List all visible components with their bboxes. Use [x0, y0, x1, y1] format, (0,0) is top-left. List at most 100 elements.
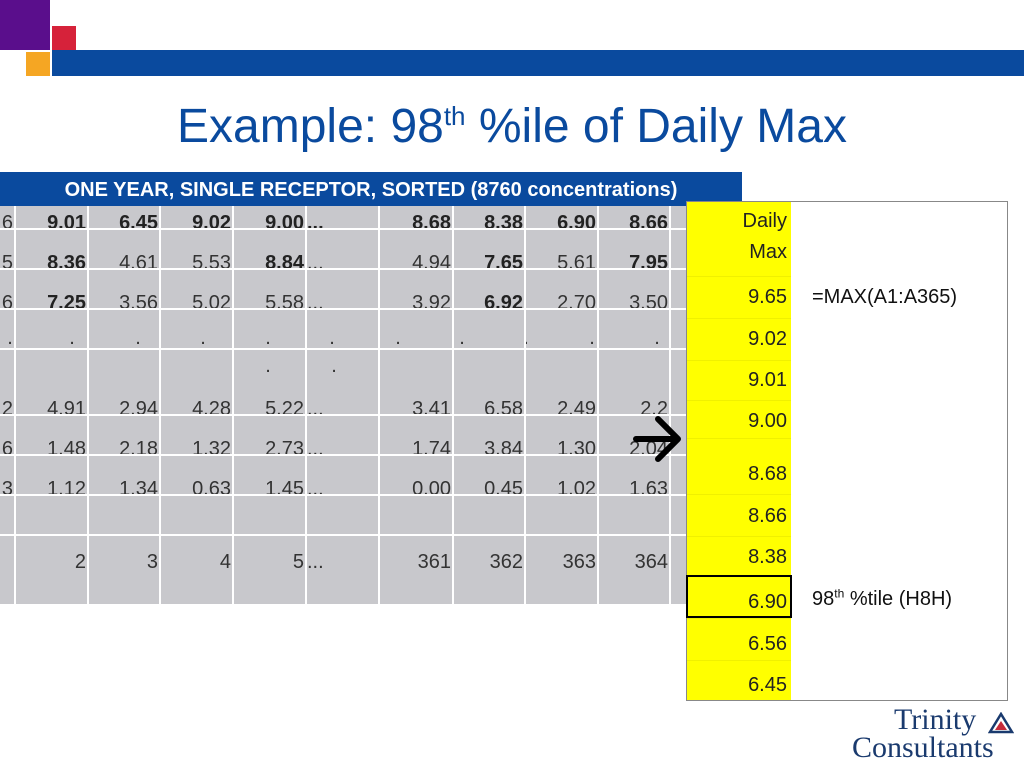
- table-column-divider: [87, 206, 89, 604]
- daily-max-header-line2: Max: [749, 241, 787, 263]
- table-cell: 3.50: [629, 292, 668, 314]
- percentile-prefix: 98: [812, 588, 835, 610]
- daily-max-value: 8.38: [748, 546, 787, 568]
- table-cell: 3.92: [412, 292, 451, 314]
- table-cell: 3.41: [412, 398, 451, 420]
- table-cell: 2.49: [557, 398, 596, 420]
- table-cell: 8.66: [629, 212, 668, 234]
- percentile-suffix: %tile (H8H): [844, 588, 953, 610]
- daily-max-value: 9.02: [748, 328, 787, 350]
- daily-max-value: 9.01: [748, 369, 787, 391]
- table-column-divider: [14, 206, 16, 604]
- table-cell: .: [329, 327, 335, 349]
- header-bar: [52, 50, 1024, 76]
- table-column-divider: [452, 206, 454, 604]
- table-row: .............: [0, 324, 742, 388]
- right-arrow-icon: [633, 416, 681, 462]
- table-row: 5 8.36 4.61 5.53 8.84... 4.94 7.65 5.61 7.95: [0, 244, 742, 282]
- table-cell: 5.22: [265, 398, 304, 420]
- table-cell: .: [200, 327, 206, 349]
- logo-triangle-icon: [988, 712, 1014, 734]
- daily-max-value: 9.00: [748, 410, 787, 432]
- table-column-divider: [597, 206, 599, 604]
- table-row-divider: [0, 494, 742, 496]
- table-row-divider: [0, 308, 742, 310]
- trinity-consultants-logo: Trinity Consultants: [852, 704, 1022, 768]
- daily-max-divider: [687, 536, 791, 537]
- table-cell: 5.53: [192, 252, 231, 274]
- table-cell: 5.58: [265, 292, 304, 314]
- table-row: 2 3 4 5... 361 362 363 364: [0, 510, 742, 578]
- table-cell: 3: [1, 478, 13, 500]
- table-cell: 6.58: [484, 398, 523, 420]
- table-cell: 0.63: [192, 478, 231, 500]
- table-cell: 8.36: [47, 252, 86, 274]
- table-row: 3 1.12 1.34 0.63 1.45... 0.00 0.45 1.02 1.63: [0, 470, 742, 508]
- table-cell: 0.00: [412, 478, 451, 500]
- daily-max-divider: [687, 360, 791, 361]
- formula-note: =MAX(A1:A365): [812, 286, 958, 308]
- percentile-note: 98th %tile (H8H): [812, 586, 953, 611]
- table-cell: 4.91: [47, 398, 86, 420]
- table-row: 2 4.91 2.94 4.28 5.22... 3.41 6.58 2.49 2.2: [0, 390, 742, 428]
- table-cell: 3.56: [119, 292, 158, 314]
- table-cell: 1.63: [629, 478, 668, 500]
- daily-max-value: 9.65: [748, 286, 787, 308]
- table-cell: 2.18: [119, 438, 158, 460]
- daily-max-header-line1: Daily: [742, 210, 787, 232]
- table-cell: 8.84: [265, 252, 304, 274]
- table-row-divider: [0, 228, 742, 230]
- daily-max-value: 6.90: [748, 591, 787, 613]
- table-cell: 362: [489, 551, 523, 573]
- table-cell: .: [265, 327, 271, 349]
- daily-max-divider: [687, 618, 791, 619]
- table-cell: 2: [1, 398, 13, 420]
- table-column-divider: [159, 206, 161, 604]
- table-cell: 6: [1, 212, 13, 234]
- highlight-box: [686, 575, 792, 618]
- table-header: ONE YEAR, SINGLE RECEPTOR, SORTED (8760 …: [0, 172, 742, 206]
- table-cell: ...: [307, 478, 324, 500]
- daily-max-divider: [687, 438, 791, 439]
- table-row-divider: [0, 414, 742, 416]
- concentration-table: ONE YEAR, SINGLE RECEPTOR, SORTED (8760 …: [0, 172, 742, 604]
- table-cell: 4.28: [192, 398, 231, 420]
- percentile-superscript: th: [834, 586, 845, 601]
- table-cell: ...: [307, 551, 324, 573]
- table-cell: .: [135, 327, 141, 349]
- logo-line2: Consultants: [852, 731, 994, 764]
- table-cell: 9.01: [47, 212, 86, 234]
- table-cell: ...: [307, 292, 324, 314]
- table-cell: 5: [1, 252, 13, 274]
- table-cell: ...: [307, 252, 324, 274]
- table-row-divider: [0, 348, 742, 350]
- table-cell: ...: [307, 398, 324, 420]
- table-row: 6 7.25 3.56 5.02 5.58... 3.92 6.92 2.70 3.50: [0, 284, 742, 322]
- table-row-divider: [0, 268, 742, 270]
- slide-title: Example: 98th %ile of Daily Max: [0, 96, 1024, 158]
- table-cell: 7.65: [484, 252, 523, 274]
- daily-max-divider: [687, 276, 791, 277]
- table-row: 6 9.01 6.45 9.02 9.00... 8.68 8.38 6.90 8.66: [0, 204, 742, 242]
- table-cell: ...: [307, 438, 324, 460]
- daily-max-divider: [687, 660, 791, 661]
- table-cell: 2.73: [265, 438, 304, 460]
- table-cell: 4.61: [119, 252, 158, 274]
- daily-max-value: 8.66: [748, 505, 787, 527]
- table-cell: 6: [1, 292, 13, 314]
- table-cell: .: [7, 327, 13, 349]
- table-cell: 0.45: [484, 478, 523, 500]
- table-cell: 1.45: [265, 478, 304, 500]
- table-cell: 364: [634, 551, 668, 573]
- daily-max-value: 6.56: [748, 633, 787, 655]
- daily-max-value: 6.45: [748, 674, 787, 696]
- table-cell: 7.25: [47, 292, 86, 314]
- table-cell: 5: [292, 551, 304, 573]
- daily-max-value: 8.68: [748, 463, 787, 485]
- table-cell: 361: [417, 551, 451, 573]
- table-cell: 2.94: [119, 398, 158, 420]
- table-cell: 2: [74, 551, 86, 573]
- daily-max-header: Daily Max: [687, 206, 791, 268]
- table-cell: .: [331, 355, 337, 377]
- decor-square-red: [52, 26, 76, 50]
